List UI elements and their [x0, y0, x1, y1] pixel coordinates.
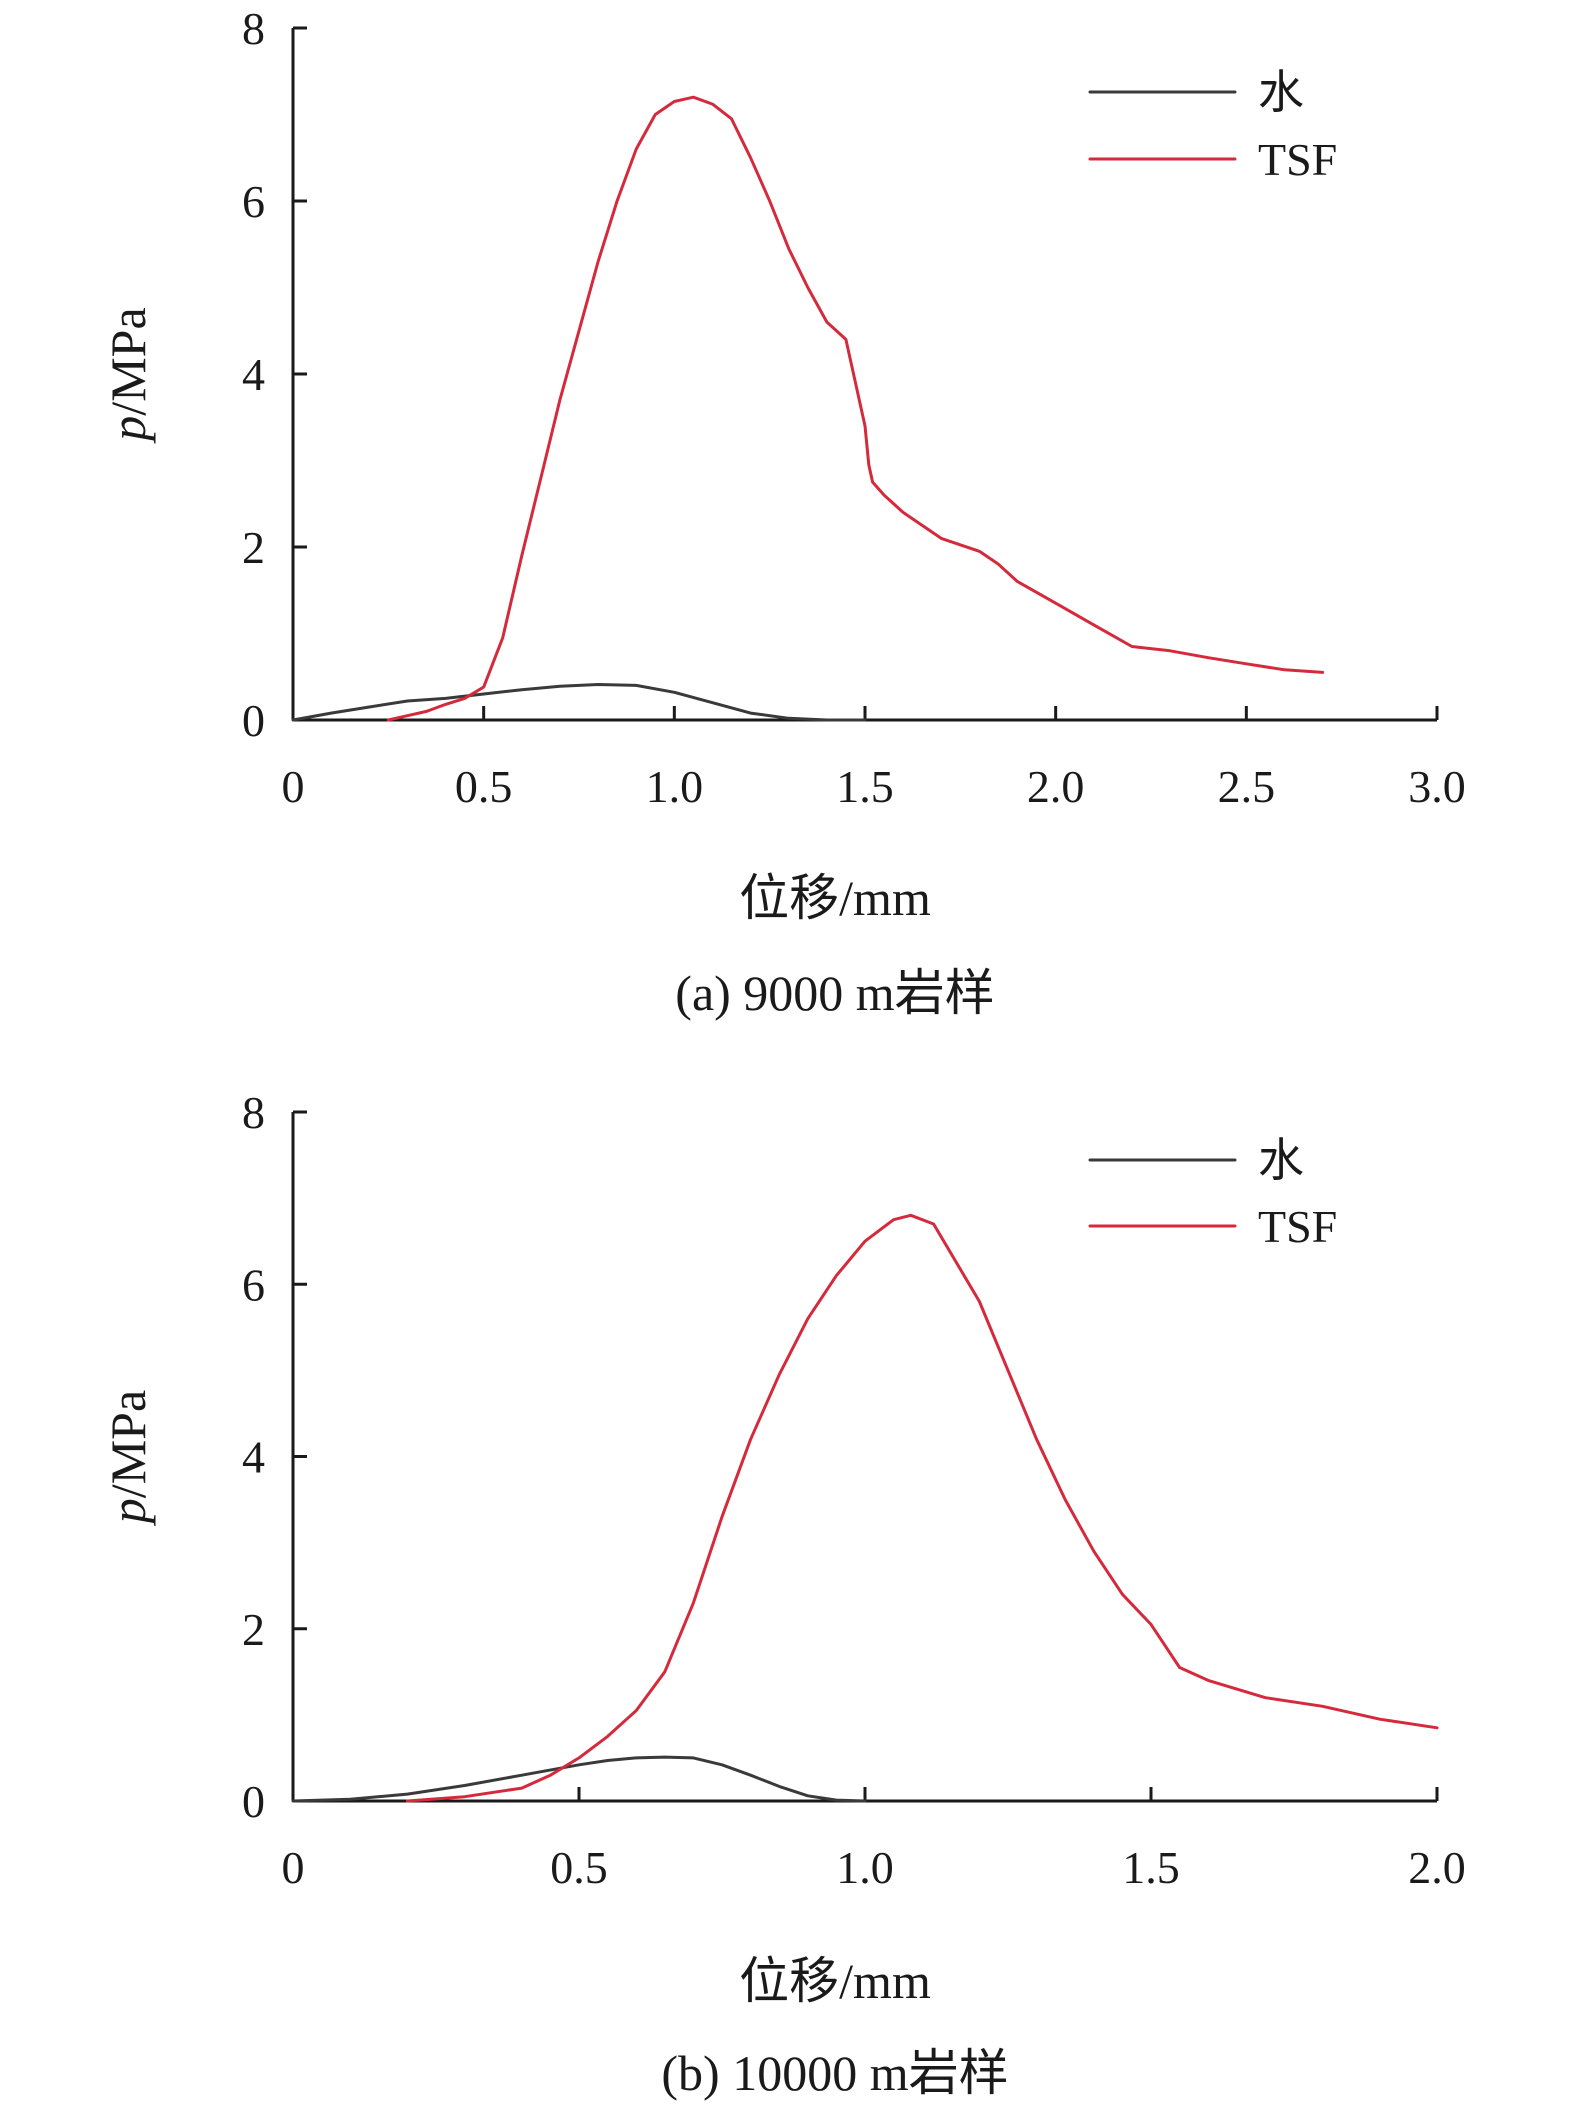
- y-axis-label-unit: /MPa: [100, 1390, 156, 1498]
- x-tick-label: 2.0: [1408, 1842, 1466, 1893]
- x-tick-label: 1.0: [836, 1842, 894, 1893]
- x-tick-label: 0.5: [455, 761, 513, 812]
- y-tick-label: 2: [242, 1604, 265, 1655]
- y-axis-label-unit: /MPa: [100, 307, 156, 415]
- y-axis-label-symbol: p: [100, 1498, 156, 1526]
- plot-area: 0 2 4 6 8 0 0.5 1.0 1.5 2.0 2.5 3.0: [242, 3, 1466, 812]
- y-tick-label: 8: [242, 1087, 265, 1138]
- legend: 水 TSF: [1088, 67, 1337, 185]
- y-tick-label: 6: [242, 1259, 265, 1310]
- y-tick-label: 4: [242, 349, 265, 400]
- legend-label-water: 水: [1258, 1135, 1304, 1186]
- y-axis-label: p/MPa: [100, 1390, 156, 1526]
- series-line-tsf: [386, 95, 1325, 722]
- y-tick-label: 0: [242, 695, 265, 746]
- plot-area: 0 2 4 6 8 0 0.5 1.0 1.5 2.0: [242, 1087, 1466, 1893]
- y-tick-label: 0: [242, 1776, 265, 1827]
- y-axis-label-symbol: p: [100, 416, 156, 444]
- series-line-tsf: [405, 1213, 1439, 1803]
- x-tick-label: 1.5: [1122, 1842, 1180, 1893]
- x-tick-label: 3.0: [1408, 761, 1466, 812]
- x-tick-label: 1.5: [836, 761, 894, 812]
- y-axis-label: p/MPa: [100, 307, 156, 443]
- legend-label-tsf: TSF: [1258, 1201, 1337, 1252]
- y-tick-label: 6: [242, 176, 265, 227]
- chart-panel-b: 0 2 4 6 8 0 0.5 1.0 1.5 2.0 水 TSF 位移/mm p/MPa (b)…: [100, 1087, 1466, 2101]
- chart-panel-a: 0 2 4 6 8 0 0.5 1.0 1.5 2.0 2.5 3.0 水 TSF 位移/mm p/M…: [100, 3, 1466, 1021]
- x-tick-label: 0: [282, 761, 305, 812]
- y-tick-label: 2: [242, 522, 265, 573]
- legend: 水 TSF: [1088, 1135, 1337, 1252]
- figure-caption: (a) 9000 m岩样: [675, 965, 994, 1021]
- x-tick-label: 0.5: [550, 1842, 608, 1893]
- x-axis-label: 位移/mm: [739, 870, 931, 926]
- y-tick-label: 8: [242, 3, 265, 54]
- x-tick-label: 2.0: [1027, 761, 1085, 812]
- figure-caption: (b) 10000 m岩样: [661, 2045, 1008, 2101]
- x-tick-label: 2.5: [1218, 761, 1276, 812]
- series-line-water: [291, 1755, 867, 1803]
- x-tick-label: 1.0: [646, 761, 704, 812]
- legend-label-water: 水: [1258, 67, 1304, 118]
- x-axis-label: 位移/mm: [739, 1953, 931, 2009]
- y-tick-label: 4: [242, 1432, 265, 1483]
- legend-label-tsf: TSF: [1258, 134, 1337, 185]
- series-line-water: [291, 683, 867, 722]
- x-tick-label: 0: [282, 1842, 305, 1893]
